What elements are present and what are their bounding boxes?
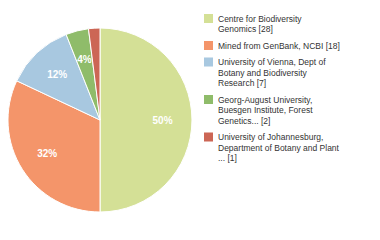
data-label: 50%	[153, 115, 173, 126]
slice	[100, 28, 192, 212]
legend-label: University of Johannesburg,Department of…	[218, 132, 340, 163]
legend-label: University of Vienna, Dept ofBotany and …	[218, 57, 326, 88]
legend-label: Mined from GenBank, NCBI [18]	[218, 41, 340, 51]
slice	[88, 28, 100, 120]
data-label: 12%	[47, 69, 67, 80]
chart: 50% 32% 12% 4% Centre for BiodiversityGenomi…	[0, 0, 380, 240]
legend-swatch	[204, 41, 213, 50]
legend-swatch	[204, 58, 213, 67]
legend: Centre for BiodiversityGenomics [28] Mine…	[204, 14, 340, 164]
legend-label: Centre for BiodiversityGenomics [28]	[218, 14, 302, 35]
data-label: 32%	[37, 148, 57, 159]
slice	[66, 29, 100, 120]
legend-swatch	[204, 133, 213, 142]
data-labels: 50% 32% 12% 4%	[37, 54, 173, 159]
legend-swatch	[204, 95, 213, 104]
legend-swatch	[204, 14, 213, 23]
pie	[8, 28, 192, 212]
data-label: 4%	[77, 54, 92, 65]
legend-label: Georg-August University,Buesgen Institut…	[218, 95, 313, 126]
